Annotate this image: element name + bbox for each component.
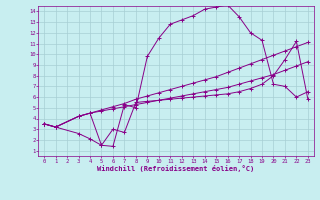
X-axis label: Windchill (Refroidissement éolien,°C): Windchill (Refroidissement éolien,°C)	[97, 165, 255, 172]
